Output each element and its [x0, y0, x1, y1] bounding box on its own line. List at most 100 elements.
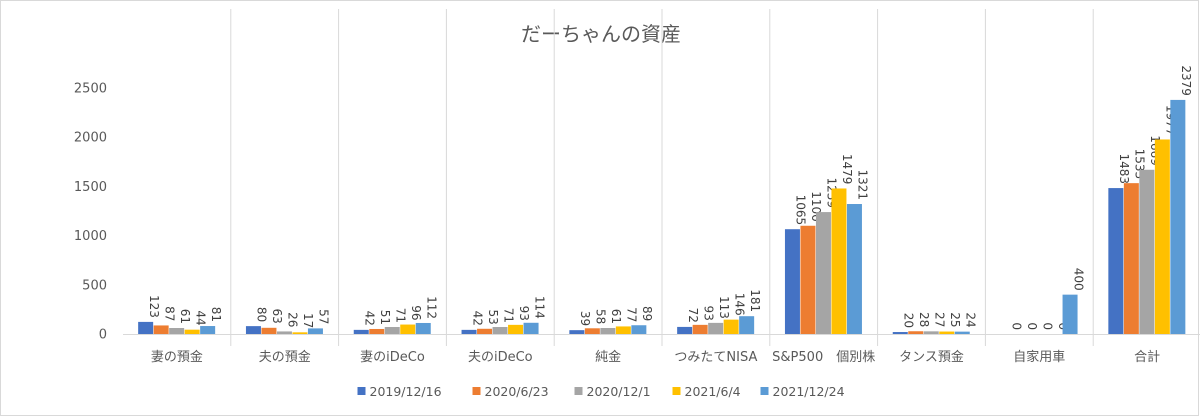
data-label: 51: [378, 310, 392, 325]
bar: [261, 327, 277, 334]
category-label: 妻のiDeCo: [360, 350, 425, 365]
data-label: 400: [1071, 268, 1085, 291]
data-label: 123: [147, 295, 161, 318]
data-label: 17: [301, 313, 315, 328]
bar: [939, 331, 955, 334]
data-label: 93: [701, 306, 715, 321]
bar: [384, 327, 400, 334]
legend-label: 2019/12/16: [370, 384, 442, 399]
data-label: 58: [594, 309, 608, 324]
bar: [1139, 169, 1155, 334]
bar: [1170, 99, 1186, 334]
bar: [677, 326, 693, 334]
data-label: 25: [948, 312, 962, 327]
bar: [831, 188, 847, 334]
data-label: 113: [717, 296, 731, 319]
data-label: 80: [255, 307, 269, 322]
legend-label: 2021/6/4: [685, 384, 741, 399]
data-label: 57: [317, 309, 331, 324]
category-label: 妻の預金: [151, 349, 203, 365]
legend-swatch: [672, 387, 681, 395]
y-tick-label: 1500: [74, 180, 107, 195]
bar: [138, 321, 154, 334]
bar: [200, 326, 216, 334]
bar: [169, 327, 185, 334]
bar: [1154, 139, 1170, 334]
data-label: 39: [578, 311, 592, 326]
bar: [846, 204, 862, 334]
data-label: 0: [1025, 322, 1039, 330]
bar: [1108, 188, 1124, 334]
data-label: 89: [640, 306, 654, 321]
legend-swatch: [357, 387, 366, 395]
bar: [492, 327, 508, 334]
bar: [353, 329, 369, 334]
bar: [923, 331, 939, 334]
data-label: 24: [964, 312, 978, 327]
bar: [153, 325, 169, 334]
bar: [184, 329, 200, 334]
bar: [276, 331, 292, 334]
legend: 2019/12/16 2020/6/23 2020/12/1 2021/6/4 2021…: [357, 384, 845, 399]
category-label: つみたてNISA: [674, 350, 757, 365]
data-label: 1065: [794, 195, 808, 226]
category-label: 自家用車: [1013, 349, 1065, 365]
data-label: 2379: [1179, 65, 1193, 96]
legend-swatch: [574, 387, 583, 395]
data-label: 26: [286, 312, 300, 327]
bar: [800, 225, 816, 334]
data-label: 93: [517, 306, 531, 321]
bar: [400, 324, 416, 334]
data-label: 42: [470, 311, 484, 326]
bar: [631, 325, 647, 334]
bar: [584, 328, 600, 334]
y-tick-label: 2000: [74, 131, 107, 146]
bar: [477, 328, 493, 334]
bar: [415, 322, 431, 334]
bar: [600, 327, 616, 334]
data-label: 112: [425, 296, 439, 319]
bar: [908, 331, 924, 334]
bar: [523, 322, 539, 334]
category-label: S&P500 個別株: [772, 350, 875, 365]
data-label: 72: [686, 308, 700, 323]
category-label: 合計: [1134, 349, 1160, 365]
y-tick-label: 500: [82, 278, 107, 293]
bar: [892, 332, 908, 334]
data-label: 77: [625, 307, 639, 322]
bar: [508, 324, 524, 334]
bar: [739, 316, 755, 334]
bar: [307, 328, 323, 334]
bar: [461, 329, 477, 334]
bar: [815, 212, 831, 334]
y-tick-label: 0: [99, 328, 107, 343]
data-label: 61: [609, 309, 623, 324]
data-label: 1483: [1117, 154, 1131, 185]
data-label: 87: [162, 306, 176, 321]
data-label: 27: [933, 312, 947, 327]
data-label: 71: [394, 308, 408, 323]
bar: [369, 328, 385, 334]
data-label: 1479: [840, 154, 854, 185]
bar: [784, 229, 800, 334]
data-label: 44: [193, 310, 207, 325]
legend-label: 2020/6/23: [485, 384, 549, 399]
data-label: 63: [270, 309, 284, 324]
bar: [292, 332, 308, 334]
y-tick-label: 2500: [74, 82, 107, 97]
data-label: 181: [748, 289, 762, 312]
data-label: 20: [902, 313, 916, 328]
data-label: 42: [363, 311, 377, 326]
bar: [723, 319, 739, 334]
data-label: 71: [501, 308, 515, 323]
data-label: 0: [1040, 322, 1054, 330]
bar: [692, 324, 708, 334]
bar: [245, 326, 261, 334]
data-label: 61: [178, 309, 192, 324]
legend-label: 2021/12/24: [773, 384, 845, 399]
category-label: 夫の預金: [259, 349, 311, 365]
data-label: 28: [917, 312, 931, 327]
category-label: タンス預金: [899, 349, 964, 365]
